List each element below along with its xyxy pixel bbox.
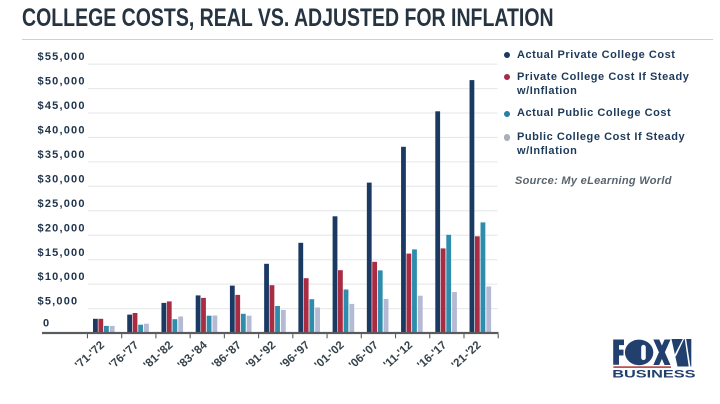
- svg-text:'11-'12: '11-'12: [382, 339, 415, 371]
- svg-text:$55,000: $55,000: [38, 51, 86, 63]
- svg-text:$15,000: $15,000: [38, 247, 86, 259]
- svg-text:$20,000: $20,000: [38, 222, 86, 234]
- svg-text:'16-'17: '16-'17: [415, 339, 449, 371]
- svg-text:0: 0: [43, 318, 50, 330]
- svg-text:'81-'82: '81-'82: [142, 339, 176, 371]
- svg-text:'71-'72: '71-'72: [73, 339, 107, 371]
- svg-text:'83-'84: '83-'84: [176, 339, 210, 372]
- svg-text:'06-'07: '06-'07: [347, 339, 381, 371]
- svg-text:'86-'87: '86-'87: [210, 339, 244, 371]
- svg-text:$25,000: $25,000: [38, 198, 86, 210]
- svg-text:$30,000: $30,000: [38, 173, 86, 185]
- svg-text:'01-'02: '01-'02: [313, 339, 347, 371]
- svg-text:$5,000: $5,000: [38, 296, 79, 308]
- svg-text:$45,000: $45,000: [38, 100, 86, 112]
- svg-text:$35,000: $35,000: [38, 149, 86, 161]
- svg-text:'91-'92: '91-'92: [244, 339, 278, 371]
- svg-text:$50,000: $50,000: [38, 76, 86, 88]
- svg-text:$10,000: $10,000: [38, 271, 86, 283]
- svg-text:'96-'97: '96-'97: [278, 339, 312, 371]
- svg-text:BUSINESS: BUSINESS: [612, 367, 695, 380]
- svg-text:'76-'77: '76-'77: [107, 339, 141, 371]
- svg-text:$40,000: $40,000: [38, 125, 86, 137]
- svg-text:'21-'22: '21-'22: [450, 339, 484, 371]
